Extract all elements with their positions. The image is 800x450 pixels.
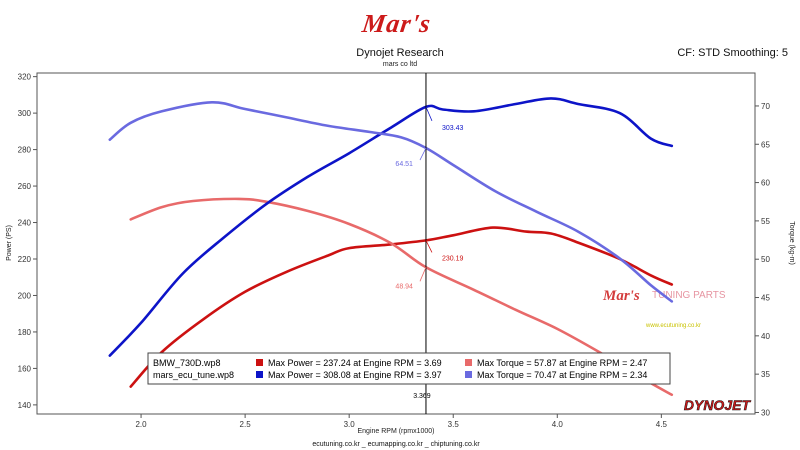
watermark-logo: Mar's bbox=[602, 288, 640, 304]
y-right-tick-label: 70 bbox=[761, 102, 770, 111]
x-tick-label: 3.0 bbox=[344, 420, 356, 429]
dynojet-brand-logo: DYNOJET bbox=[684, 397, 752, 413]
legend-max-power: Max Power = 308.08 at Engine RPM = 3.97 bbox=[268, 370, 442, 380]
y-left-tick-label: 280 bbox=[18, 146, 32, 155]
cursor-leader-stock-torque bbox=[419, 267, 427, 282]
y-right-axis-ticks: 30 35 40 45 50 55 60 65 70 bbox=[755, 102, 770, 417]
cursor-value-tuned-torque: 64.51 bbox=[395, 161, 413, 168]
cf-smoothing-info: CF: STD Smoothing: 5 bbox=[677, 47, 788, 59]
y-left-tick-label: 160 bbox=[18, 364, 32, 373]
x-tick-label: 2.5 bbox=[240, 420, 252, 429]
x-tick-label: 4.0 bbox=[552, 420, 564, 429]
series-line-tuned-torque bbox=[108, 100, 674, 303]
y-left-axis-label: Power (PS) bbox=[6, 225, 13, 261]
y-left-tick-label: 240 bbox=[18, 219, 32, 228]
x-tick-label: 4.5 bbox=[656, 420, 668, 429]
y-left-tick-label: 320 bbox=[18, 73, 32, 82]
legend-swatch-power bbox=[256, 371, 263, 378]
x-axis-label: Engine RPM (rpmx1000) bbox=[357, 428, 434, 435]
legend-swatch-torque bbox=[465, 359, 472, 366]
y-right-axis-label: Torque (kg-m) bbox=[788, 221, 795, 265]
legend-file-name: mars_ecu_tune.wp8 bbox=[153, 370, 234, 380]
y-right-tick-label: 50 bbox=[761, 255, 770, 264]
x-axis-ticks: 2.0 2.5 3.0 3.5 4.0 4.5 bbox=[135, 414, 667, 429]
cursor-x-label: 3.369 bbox=[413, 393, 431, 400]
y-left-tick-label: 220 bbox=[18, 255, 32, 264]
y-right-tick-label: 45 bbox=[761, 294, 770, 303]
y-right-tick-label: 60 bbox=[761, 179, 770, 188]
footer-websites: ecutuning.co.kr _ ecumapping.co.kr _ chi… bbox=[312, 441, 480, 448]
y-right-tick-label: 55 bbox=[761, 217, 770, 226]
brand-logo: Mar's bbox=[359, 9, 433, 38]
cursor-leader-tuned-torque bbox=[419, 147, 427, 161]
cursor-value-tuned-power: 303.43 bbox=[442, 125, 464, 132]
cursor-leader-stock-power bbox=[425, 240, 433, 253]
watermark-tuning-parts: TUNING PARTS bbox=[652, 290, 726, 301]
cursor-leader-tuned-power bbox=[425, 106, 433, 122]
legend-file-name: BMW_730D.wp8 bbox=[153, 358, 221, 368]
series-line-stock-torque bbox=[129, 197, 674, 397]
chart-subtitle: mars co ltd bbox=[383, 61, 417, 68]
y-left-tick-label: 300 bbox=[18, 109, 32, 118]
legend-max-torque: Max Torque = 70.47 at Engine RPM = 2.34 bbox=[477, 370, 647, 380]
legend-swatch-power bbox=[256, 359, 263, 366]
y-left-tick-label: 200 bbox=[18, 291, 32, 300]
watermark-url: www.ecutuning.co.kr bbox=[645, 323, 701, 329]
y-left-axis-ticks: 140 160 180 200 220 240 260 280 300 320 bbox=[18, 73, 37, 410]
y-left-tick-label: 260 bbox=[18, 182, 32, 191]
legend: BMW_730D.wp8 Max Power = 237.24 at Engine… bbox=[147, 352, 671, 385]
y-left-tick-label: 140 bbox=[18, 401, 32, 410]
y-left-tick-label: 180 bbox=[18, 328, 32, 337]
chart-title: Dynojet Research bbox=[356, 47, 443, 59]
y-right-tick-label: 35 bbox=[761, 370, 770, 379]
legend-max-torque: Max Torque = 57.87 at Engine RPM = 2.47 bbox=[477, 358, 647, 368]
x-tick-label: 3.5 bbox=[448, 420, 460, 429]
y-right-tick-label: 40 bbox=[761, 332, 770, 341]
watermark: Mar's TUNING PARTS www.ecutuning.co.kr D… bbox=[602, 288, 752, 413]
cursor-value-stock-torque: 48.94 bbox=[395, 283, 413, 290]
x-tick-label: 2.0 bbox=[135, 420, 147, 429]
legend-swatch-torque bbox=[465, 371, 472, 378]
legend-max-power: Max Power = 237.24 at Engine RPM = 3.69 bbox=[268, 358, 442, 368]
header: Mar's Dynojet Research mars co ltd CF: S… bbox=[356, 9, 788, 68]
y-right-tick-label: 65 bbox=[761, 140, 770, 149]
y-right-tick-label: 30 bbox=[761, 408, 770, 417]
cursor-value-stock-power: 230.19 bbox=[442, 255, 464, 262]
legend-box bbox=[147, 352, 671, 385]
